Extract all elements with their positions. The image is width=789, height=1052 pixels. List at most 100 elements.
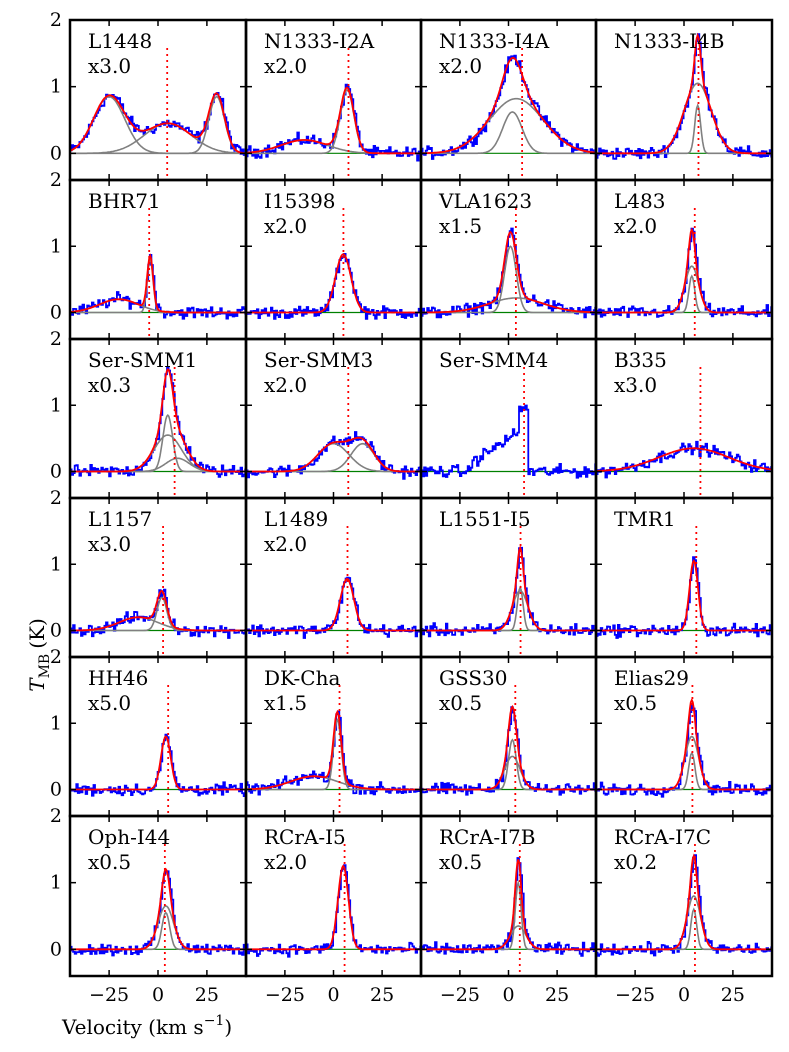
- x-tick-label: −25: [89, 984, 129, 1006]
- fit-curve: [246, 577, 421, 632]
- x-tick-label: −25: [265, 984, 305, 1006]
- y-tick-label: 2: [50, 805, 62, 827]
- panel-source-name: Elias29: [614, 666, 689, 690]
- plot-area: [596, 685, 772, 816]
- y-tick-label: 1: [50, 76, 62, 98]
- fit-curve: [596, 32, 772, 155]
- plot-area: [70, 208, 246, 339]
- y-tick-label: 1: [50, 394, 62, 416]
- gaussian-component-2: [596, 895, 772, 951]
- panel-source-name: TMR1: [614, 507, 676, 531]
- x-axis-title-main: Velocity (km s: [61, 1015, 204, 1039]
- y-tick-label: 0: [50, 620, 62, 642]
- panel-scale-factor: x2.0: [264, 532, 307, 556]
- panel-tmr1: TMR1: [594, 496, 774, 659]
- panel-n1333-i4b: N1333-I4B: [594, 18, 774, 182]
- y-tick-label: 0: [50, 779, 62, 801]
- y-axis-title-unit: (K): [25, 618, 49, 649]
- panel-scale-factor: x0.5: [439, 850, 482, 874]
- panel-scale-factor: x2.0: [264, 373, 307, 397]
- plot-area: [596, 844, 772, 976]
- plot-area: [246, 685, 421, 816]
- gaussian-component-1: [421, 111, 596, 155]
- plot-area: [421, 844, 596, 976]
- plot-area: [70, 48, 246, 180]
- panel-scale-factor: x1.5: [439, 214, 482, 238]
- panel-source-name: Ser-SMM3: [264, 348, 373, 372]
- gaussian-component-2: [246, 442, 421, 473]
- y-axis-title-main: T: [25, 677, 49, 692]
- x-axis-title-close: ): [224, 1015, 232, 1039]
- gaussian-component-1: [246, 442, 421, 473]
- fit-curve: [596, 853, 772, 951]
- panel-scale-factor: x0.5: [614, 691, 657, 715]
- panel-source-name: HH46: [88, 666, 148, 690]
- observed-spectrum: [421, 404, 596, 479]
- gaussian-component-1: [421, 245, 596, 314]
- plot-area: [596, 526, 772, 657]
- panel-source-name: L1551-I5: [439, 507, 531, 531]
- plot-area: [246, 208, 421, 339]
- panel-source-name: Ser-SMM4: [439, 348, 548, 372]
- fit-curve: [421, 57, 596, 155]
- y-tick-label: 2: [50, 328, 62, 350]
- panel-source-name: Ser-SMM1: [88, 348, 197, 372]
- panel-source-name: B335: [614, 348, 667, 372]
- panel-scale-factor: x0.5: [439, 691, 482, 715]
- observed-spectrum: [246, 576, 421, 639]
- panel-source-name: I15398: [264, 189, 336, 213]
- y-tick-label: 1: [50, 872, 62, 894]
- plot-area: [246, 48, 421, 180]
- panel-source-name: Oph-I44: [88, 825, 170, 849]
- panel-scale-factor: x2.0: [264, 850, 307, 874]
- gaussian-component-1: [421, 738, 596, 791]
- fit-curve: [70, 368, 246, 473]
- x-tick-label: 25: [195, 984, 219, 1006]
- panel-source-name: RCrA-I7B: [439, 825, 535, 849]
- observed-spectrum: [246, 83, 421, 162]
- y-axis-title-sub: MB: [37, 654, 53, 679]
- panel-source-name: GSS30: [439, 666, 507, 690]
- plot-area: [421, 526, 596, 657]
- x-tick-label: 25: [545, 984, 569, 1006]
- panel-scale-factor: x1.5: [264, 691, 307, 715]
- observed-spectrum: [70, 733, 246, 797]
- observed-spectrum: [246, 710, 421, 796]
- x-tick-label: 25: [721, 984, 745, 1006]
- panel-l1551-i5: L1551-I5: [419, 496, 598, 659]
- panel-scale-factor: x3.0: [614, 373, 657, 397]
- y-axis-title: TMB (K): [25, 618, 53, 692]
- panel-source-name: BHR71: [88, 189, 161, 213]
- plot-area: [596, 208, 772, 339]
- panel-scale-factor: x0.2: [614, 850, 657, 874]
- x-tick-label: −25: [440, 984, 480, 1006]
- observed-spectrum: [596, 227, 772, 318]
- panel-scale-factor: x2.0: [264, 214, 307, 238]
- plot-area: [246, 367, 421, 498]
- panel-ser-smm4: Ser-SMM4: [419, 337, 598, 500]
- fit-curve: [596, 697, 772, 791]
- panel-scale-factor: x2.0: [264, 54, 307, 78]
- observed-spectrum: [596, 440, 772, 479]
- fit-curve: [70, 867, 246, 951]
- gaussian-component-2: [70, 122, 246, 155]
- fit-curve: [596, 559, 772, 632]
- observed-spectrum: [421, 227, 596, 319]
- panel-scale-factor: x2.0: [439, 54, 482, 78]
- panel-scale-factor: x5.0: [88, 691, 131, 715]
- panel-scale-factor: x3.0: [88, 54, 131, 78]
- plot-area: [421, 367, 596, 498]
- panel-source-name: DK-Cha: [264, 666, 340, 690]
